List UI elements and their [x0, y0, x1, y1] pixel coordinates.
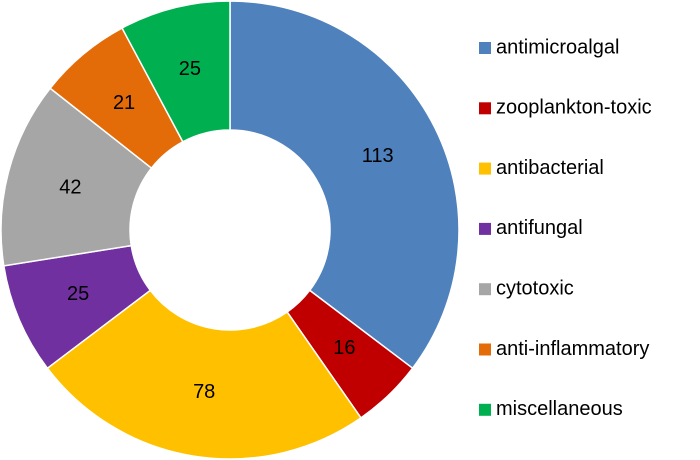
- legend-swatch: [479, 42, 491, 54]
- legend-label: antibacterial: [496, 157, 604, 179]
- legend-label: antimicroalgal: [496, 36, 619, 58]
- legend-swatch: [479, 102, 491, 115]
- data-label: 25: [179, 58, 201, 80]
- legend-swatch: [479, 283, 491, 296]
- donut-segment: [0, 87, 153, 267]
- legend-swatch: [479, 403, 491, 416]
- legend-label: miscellaneous: [496, 398, 623, 420]
- legend-label: antifungal: [496, 217, 583, 239]
- legend-swatch: [479, 343, 491, 356]
- legend-swatch: [479, 222, 491, 235]
- data-label: 78: [193, 381, 215, 403]
- data-label: 113: [362, 145, 394, 167]
- legend-label: anti-inflammatory: [496, 338, 649, 360]
- legend-label: zooplankton-toxic: [496, 97, 652, 119]
- data-label: 16: [333, 337, 355, 359]
- data-label: 21: [113, 92, 135, 114]
- data-label: 25: [67, 283, 89, 305]
- legend-label: cytotoxic: [496, 277, 574, 299]
- donut-segment: [229, 0, 460, 370]
- donut-segment: [46, 289, 362, 460]
- data-label: 42: [59, 177, 81, 199]
- legend-swatch: [479, 162, 491, 175]
- donut-segment: [121, 0, 231, 143]
